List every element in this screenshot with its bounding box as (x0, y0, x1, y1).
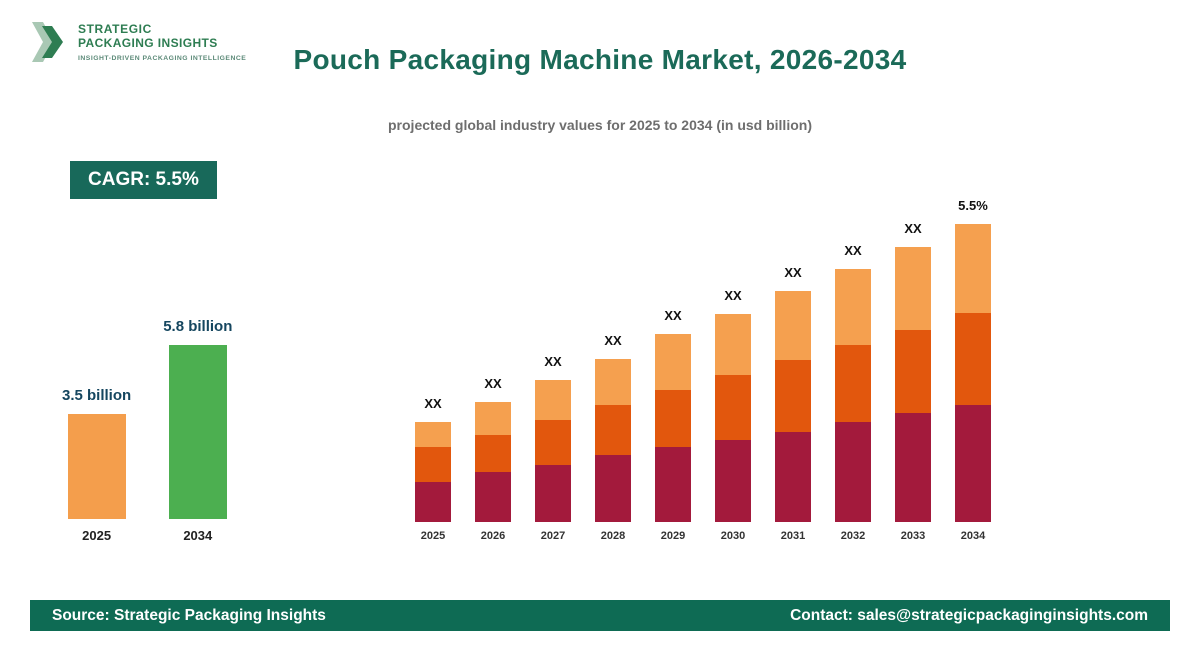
stacked-bar-year-label: 2033 (900, 530, 926, 542)
bar-segment-middle (655, 390, 691, 447)
bar-segment-middle (595, 405, 631, 455)
stacked-bar-column: XX 2030 (715, 288, 751, 542)
stacked-bar-year-label: 2026 (480, 530, 506, 542)
summary-chart-bars: 3.5 billion 2025 5.8 billion 2034 (62, 318, 232, 543)
stacked-bar (415, 422, 451, 522)
stacked-bar-year-label: 2029 (660, 530, 686, 542)
summary-bar (168, 345, 227, 519)
bar-segment-middle (415, 447, 451, 482)
brand-name-line1: STRATEGIC (78, 21, 152, 36)
summary-bar-column: 5.8 billion 2034 (163, 318, 232, 543)
stacked-bar-year-label: 2030 (720, 530, 746, 542)
bar-segment-bottom (535, 465, 571, 522)
bar-segment-bottom (955, 405, 991, 522)
page-subtitle: projected global industry values for 202… (388, 117, 812, 133)
stacked-bar (595, 359, 631, 522)
stacked-bar-column: XX 2028 (595, 333, 631, 542)
bar-segment-top (715, 314, 751, 375)
stacked-bar-column: 5.5% 2034 (955, 198, 991, 542)
stacked-bar-year-label: 2027 (540, 530, 566, 542)
brand-name-line2: PACKAGING INSIGHTS (78, 36, 218, 50)
stacked-bar-year-label: 2031 (780, 530, 806, 542)
footer-source: Source: Strategic Packaging Insights (52, 606, 326, 624)
footer-contact: Contact: sales@strategicpackaginginsight… (790, 606, 1148, 624)
stacked-bar (655, 334, 691, 522)
bar-segment-top (955, 224, 991, 313)
stacked-bar-value-label: XX (904, 221, 922, 236)
bar-segment-bottom (475, 472, 511, 522)
logo-chevron-icon (32, 22, 63, 62)
stacked-bar-value-label: XX (604, 333, 622, 348)
stacked-bar-column: XX 2031 (775, 265, 811, 542)
bar-segment-top (655, 334, 691, 390)
stacked-bar-column: XX 2033 (895, 221, 931, 542)
brand-tagline: INSIGHT-DRIVEN PACKAGING INTELLIGENCE (78, 55, 247, 63)
bar-segment-top (535, 380, 571, 420)
stacked-bar (535, 380, 571, 522)
page-title: Pouch Packaging Machine Market, 2026-203… (293, 44, 907, 75)
bar-segment-bottom (835, 422, 871, 522)
bar-segment-middle (955, 313, 991, 405)
stacked-bar-column: XX 2026 (475, 376, 511, 542)
stacked-bar-column: XX 2025 (415, 396, 451, 542)
bar-segment-top (835, 269, 871, 345)
bar-segment-top (475, 402, 511, 435)
stacked-bar-value-label: XX (424, 396, 442, 411)
bar-segment-bottom (415, 482, 451, 522)
bar-segment-bottom (775, 432, 811, 522)
bar-segment-middle (835, 345, 871, 422)
summary-bar (67, 414, 126, 519)
logo-text: STRATEGIC PACKAGING INSIGHTS INSIGHT-DRI… (78, 22, 246, 63)
bar-segment-bottom (895, 413, 931, 522)
summary-bar-value-label: 3.5 billion (62, 387, 132, 404)
bar-segment-middle (715, 375, 751, 440)
stacked-bar-value-label: 5.5% (958, 198, 988, 213)
stacked-bar-value-label: XX (724, 288, 742, 303)
stacked-bar-value-label: XX (664, 308, 682, 323)
stacked-bar-value-label: XX (484, 376, 502, 391)
stacked-bar-value-label: XX (784, 265, 802, 280)
bar-segment-top (595, 359, 631, 405)
stacked-bar-year-label: 2025 (420, 530, 446, 542)
summary-bar-year-label: 2034 (183, 528, 213, 543)
stacked-chart-bars: XX 2025 XX 2026 XX 2027 XX 2028 XX 2029 XX 2030 XX 20… (415, 198, 991, 542)
bar-segment-top (415, 422, 451, 447)
stacked-bar (835, 269, 871, 522)
summary-bar-year-label: 2025 (82, 528, 112, 543)
bar-segment-middle (475, 435, 511, 472)
stacked-bar-column: XX 2032 (835, 243, 871, 542)
stacked-bar (775, 291, 811, 522)
stacked-bar (955, 224, 991, 522)
bar-segment-top (895, 247, 931, 330)
bar-segment-top (775, 291, 811, 360)
stacked-bar-value-label: XX (844, 243, 862, 258)
bar-segment-middle (535, 420, 571, 465)
brand-logo: STRATEGIC PACKAGING INSIGHTS INSIGHT-DRI… (30, 16, 246, 68)
cagr-badge: CAGR: 5.5% (70, 161, 217, 199)
bar-segment-bottom (715, 440, 751, 522)
stacked-bar (475, 402, 511, 522)
bar-segment-bottom (595, 455, 631, 522)
bar-segment-middle (775, 360, 811, 432)
stacked-bar-value-label: XX (544, 354, 562, 369)
summary-bar-value-label: 5.8 billion (163, 318, 233, 335)
stacked-bar (715, 314, 751, 522)
stacked-bar (895, 247, 931, 522)
bar-segment-bottom (655, 447, 691, 522)
stacked-bar-column: XX 2027 (535, 354, 571, 542)
summary-bar-column: 3.5 billion 2025 (62, 387, 131, 543)
stacked-bar-column: XX 2029 (655, 308, 691, 542)
stacked-bar-year-label: 2028 (600, 530, 626, 542)
footer-bar: Source: Strategic Packaging Insights Con… (30, 600, 1170, 631)
stacked-bar-year-label: 2034 (960, 530, 986, 542)
stacked-bar-year-label: 2032 (840, 530, 866, 542)
bar-segment-middle (895, 330, 931, 413)
